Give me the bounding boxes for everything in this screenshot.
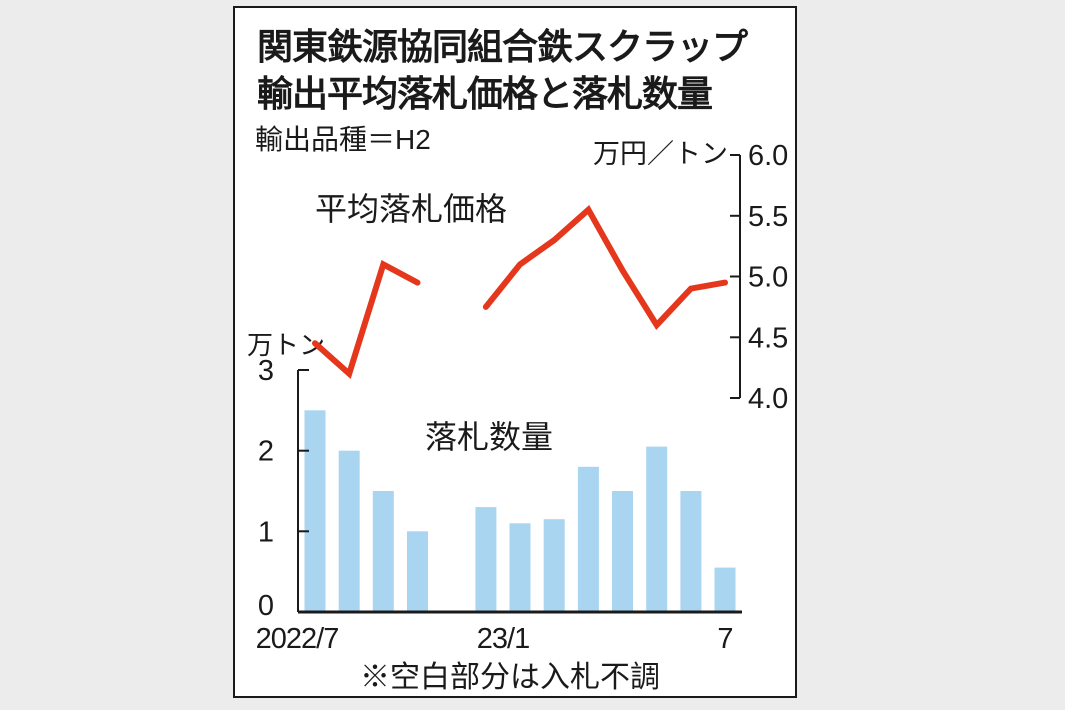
price-line-segment — [482, 204, 728, 330]
chart-card: 関東鉄源協同組合鉄スクラップ 輸出平均落札価格と落札数量 輸出品種＝H2 万円／… — [233, 6, 797, 698]
left-axis-tick-label: 3 — [258, 355, 274, 387]
price-series-label: 平均落札価格 — [315, 191, 508, 227]
bar-2023/3 — [577, 466, 599, 612]
bar-2023/7 — [714, 567, 736, 612]
price-line-segment — [312, 260, 421, 380]
bar-2023/5 — [646, 446, 668, 612]
right-axis-tick-label: 5.0 — [748, 262, 788, 294]
x-axis-label-2022/7: 2022/7 — [256, 623, 339, 655]
bar-2022/7 — [304, 410, 326, 612]
chart-plot: 0 1 2 3 4.0 4.5 5.0 5.5 6.0 2022/7 23/1 7 — [256, 140, 789, 655]
right-axis-tick-label: 6.0 — [748, 140, 788, 172]
x-axis-label-23/1: 23/1 — [477, 623, 529, 655]
left-axis-tick-label: 0 — [258, 590, 274, 622]
bar-2022/8 — [338, 450, 360, 612]
quantity-series-label: 落札数量 — [425, 419, 554, 455]
right-axis-tick-label: 4.0 — [748, 383, 788, 415]
left-axis-tick-label: 2 — [258, 436, 274, 468]
bar-2023/2 — [543, 519, 565, 612]
bar-2022/9 — [372, 491, 394, 612]
bar-2023/6 — [680, 491, 702, 612]
chart-title-line-1: 関東鉄源協同組合鉄スクラップ — [257, 26, 748, 67]
bar-2023/1 — [509, 523, 531, 612]
left-axis-unit-label: 万トン — [247, 330, 326, 360]
chart-title: 関東鉄源協同組合鉄スクラップ 輸出平均落札価格と落札数量 — [257, 23, 748, 117]
chart-title-line-2: 輸出平均落札価格と落札数量 — [257, 73, 713, 114]
chart-subtitle: 輸出品種＝H2 — [255, 124, 431, 155]
right-axis-tick-label: 5.5 — [748, 201, 788, 233]
bar-2022/12 — [475, 507, 497, 612]
bar-2023/4 — [612, 491, 633, 612]
x-axis-label-7: 7 — [717, 623, 732, 655]
right-axis-unit-label: 万円／トン — [593, 139, 728, 169]
footnote: ※空白部分は入札不調 — [360, 661, 660, 694]
right-axis-tick-label: 4.5 — [748, 322, 788, 354]
bar-2022/10 — [407, 531, 428, 612]
left-axis-tick-label: 1 — [258, 516, 274, 548]
